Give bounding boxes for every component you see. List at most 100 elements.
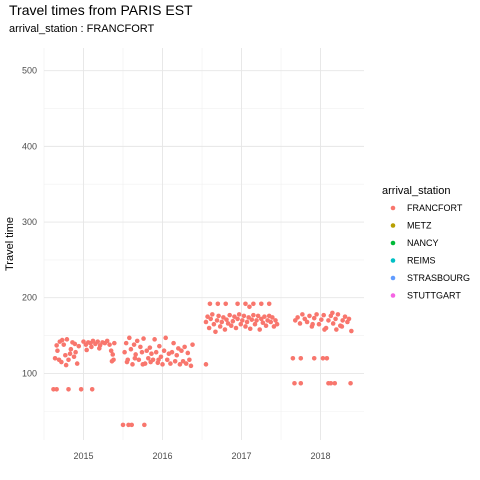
data-point bbox=[136, 357, 142, 363]
data-point bbox=[156, 357, 161, 363]
data-point bbox=[84, 347, 89, 353]
data-point bbox=[292, 380, 297, 386]
data-point bbox=[258, 301, 264, 307]
data-point bbox=[227, 312, 232, 318]
data-point bbox=[76, 343, 82, 349]
x-tick-label: 2017 bbox=[232, 451, 252, 461]
data-point bbox=[142, 422, 147, 428]
data-point bbox=[157, 343, 162, 349]
data-point bbox=[247, 326, 253, 332]
data-point bbox=[207, 301, 213, 307]
plot-panel bbox=[43, 48, 364, 440]
data-point bbox=[56, 357, 62, 363]
data-point bbox=[235, 316, 240, 322]
data-point bbox=[254, 318, 259, 323]
legend-label: METZ bbox=[407, 221, 432, 231]
data-point bbox=[249, 317, 255, 322]
data-point bbox=[311, 355, 317, 361]
x-axis-ticks: 2015 2016 2017 2018 bbox=[73, 451, 330, 461]
data-point bbox=[209, 312, 215, 317]
data-point bbox=[255, 313, 261, 319]
legend-title: arrival_station bbox=[382, 185, 450, 197]
data-point bbox=[149, 351, 154, 357]
data-point bbox=[110, 352, 116, 357]
data-point bbox=[152, 337, 157, 342]
data-point bbox=[233, 325, 239, 331]
data-point bbox=[270, 315, 275, 320]
y-tick-label: 400 bbox=[22, 141, 37, 151]
data-point bbox=[252, 321, 258, 327]
data-point bbox=[132, 355, 138, 361]
data-point bbox=[241, 313, 247, 319]
data-point bbox=[169, 349, 175, 355]
data-point bbox=[251, 312, 256, 318]
data-point bbox=[349, 328, 354, 334]
data-point bbox=[271, 324, 277, 329]
data-point bbox=[224, 317, 229, 322]
data-point bbox=[51, 386, 56, 392]
data-point bbox=[109, 358, 115, 364]
data-point bbox=[335, 312, 341, 317]
data-point bbox=[188, 363, 194, 369]
data-point bbox=[326, 318, 331, 323]
data-point bbox=[163, 335, 168, 341]
data-point bbox=[54, 343, 59, 348]
data-point bbox=[104, 338, 110, 344]
data-point bbox=[330, 310, 335, 316]
data-point bbox=[225, 321, 231, 326]
data-point bbox=[310, 321, 315, 327]
data-point bbox=[134, 338, 140, 344]
data-point bbox=[71, 354, 77, 360]
data-point bbox=[251, 301, 256, 307]
data-point bbox=[129, 422, 135, 428]
data-point bbox=[217, 324, 223, 329]
data-point bbox=[290, 355, 296, 361]
y-axis-ticks: 100 200 300 400 500 bbox=[22, 66, 37, 379]
legend-label: STRASBOURG bbox=[407, 273, 470, 283]
y-tick-label: 500 bbox=[22, 66, 37, 76]
data-point bbox=[72, 341, 78, 347]
x-tick-label: 2018 bbox=[311, 451, 331, 461]
data-point bbox=[268, 319, 274, 325]
data-point bbox=[52, 355, 58, 361]
data-point bbox=[64, 337, 70, 342]
data-point bbox=[219, 319, 225, 325]
data-point bbox=[320, 355, 326, 361]
chart-subtitle: arrival_station : FRANCFORT bbox=[9, 23, 155, 35]
data-point bbox=[179, 348, 184, 354]
data-point bbox=[108, 348, 114, 354]
data-point bbox=[180, 358, 186, 364]
legend-key bbox=[390, 275, 396, 281]
data-point bbox=[316, 321, 322, 327]
data-point bbox=[238, 321, 244, 327]
data-point bbox=[89, 386, 95, 392]
data-point bbox=[246, 315, 251, 320]
data-point bbox=[262, 314, 267, 319]
data-point bbox=[260, 320, 266, 326]
data-point bbox=[112, 340, 117, 346]
data-point bbox=[164, 357, 170, 363]
data-point bbox=[140, 362, 146, 367]
data-point bbox=[208, 316, 214, 322]
data-point bbox=[314, 312, 319, 317]
data-point bbox=[78, 386, 84, 392]
data-point bbox=[274, 321, 280, 327]
data-point bbox=[138, 344, 143, 350]
data-point bbox=[89, 344, 94, 350]
y-axis-label: Travel time bbox=[4, 217, 16, 271]
data-point bbox=[211, 321, 217, 327]
data-point bbox=[63, 352, 68, 358]
data-point bbox=[187, 357, 192, 363]
legend-key bbox=[390, 223, 396, 228]
data-point bbox=[168, 361, 173, 366]
data-point bbox=[153, 349, 159, 355]
data-point bbox=[232, 314, 237, 319]
data-point bbox=[304, 319, 310, 325]
data-point bbox=[176, 346, 181, 351]
data-point bbox=[324, 355, 330, 361]
data-point bbox=[342, 314, 348, 319]
x-tick-label: 2015 bbox=[73, 451, 93, 461]
data-point bbox=[66, 357, 71, 363]
legend-label: NANCY bbox=[407, 238, 439, 248]
data-point bbox=[266, 301, 272, 307]
